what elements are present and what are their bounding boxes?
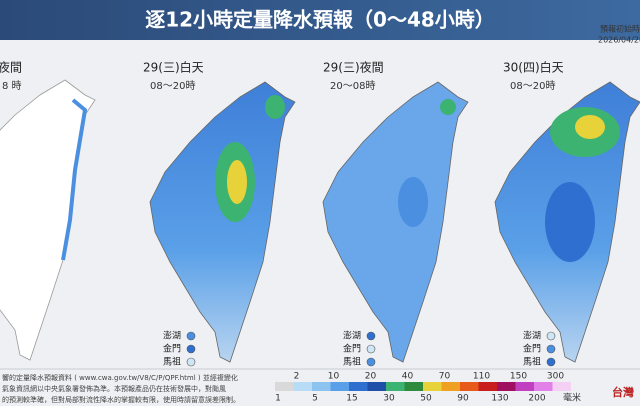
panel-period: 29(三)夜間 bbox=[323, 60, 384, 75]
disclaimer-line: 的預測較準確，但對局部對流性降水的掌握較有限，使用時請留意誤差限制。 bbox=[2, 395, 240, 404]
island-name: 金門 bbox=[163, 343, 181, 355]
disclaimer-line: 響的定量降水預報資料 ( www.cwa.gov.tw/V8/C/P/QPF.h… bbox=[2, 373, 238, 382]
scale-cell bbox=[404, 382, 423, 391]
panel-hours: 20～08時 bbox=[330, 80, 375, 92]
island-marker bbox=[186, 331, 196, 341]
scale-label: 1 bbox=[275, 394, 281, 404]
scale-label: 10 bbox=[328, 372, 340, 382]
scale-label: 40 bbox=[402, 372, 414, 382]
panel-hours: 08～20時 bbox=[510, 80, 555, 92]
scale-cell bbox=[386, 382, 405, 391]
panel-period: 30(四)白天 bbox=[503, 60, 564, 75]
island-marker bbox=[366, 357, 376, 367]
init-time: 2026/04/28 bbox=[598, 36, 640, 45]
scale-cell bbox=[478, 382, 497, 391]
scale-label: 20 bbox=[365, 372, 377, 382]
scale-cell bbox=[349, 382, 368, 391]
scale-label: 5 bbox=[312, 394, 318, 404]
scale-cell bbox=[497, 382, 516, 391]
title: 逐12小時定量降水預報（0～48小時） bbox=[145, 8, 495, 32]
map-panel-3 bbox=[322, 81, 469, 363]
scale-cell bbox=[534, 382, 553, 391]
island-name: 金門 bbox=[343, 343, 361, 355]
scale-label: 300 bbox=[547, 372, 564, 382]
scale-cell bbox=[275, 382, 294, 391]
scale-label: 50 bbox=[420, 394, 432, 404]
scale-cell bbox=[293, 382, 312, 391]
scale-cell bbox=[460, 382, 479, 391]
panel-hours: 08～20時 bbox=[150, 80, 195, 92]
island-name: 馬祖 bbox=[163, 356, 181, 368]
scale-label: 90 bbox=[457, 394, 469, 404]
scale-label: 30 bbox=[383, 394, 395, 404]
scale-cell bbox=[552, 382, 571, 391]
island-name: 金門 bbox=[523, 343, 541, 355]
island-name: 澎湖 bbox=[523, 330, 541, 342]
island-marker bbox=[186, 357, 196, 367]
scale-cell bbox=[367, 382, 386, 391]
scale-cell bbox=[330, 382, 349, 391]
island-marker bbox=[366, 331, 376, 341]
scale-label: 70 bbox=[439, 372, 451, 382]
logo: 台灣 bbox=[612, 385, 634, 399]
panel-labels: 29(三)白天08～20時澎湖金門馬祖29(三)夜間20～08時澎湖金門馬祖30… bbox=[143, 60, 564, 368]
island-marker bbox=[186, 344, 196, 354]
scale-label: 15 bbox=[346, 394, 357, 404]
island-marker bbox=[366, 344, 376, 354]
panel-period: 夜間 bbox=[0, 60, 22, 75]
island-name: 澎湖 bbox=[163, 330, 181, 342]
scale-cell bbox=[423, 382, 442, 391]
island-marker bbox=[546, 344, 556, 354]
scale-label: 130 bbox=[491, 394, 508, 404]
island-name: 馬祖 bbox=[343, 356, 361, 368]
init-label: 預報初始時 bbox=[600, 24, 640, 34]
scale-cell bbox=[441, 382, 460, 391]
scale-label: 2 bbox=[294, 372, 300, 382]
island-name: 馬祖 bbox=[523, 356, 541, 368]
panel-hours: 8 時 bbox=[2, 80, 22, 92]
map-panel-1 bbox=[0, 79, 96, 361]
color-scale: 1 2 5 10 15 20 30 40 50 70 90 110 130 150 200 300 bbox=[275, 372, 571, 404]
scale-label: 200 bbox=[528, 394, 545, 404]
scale-label: 150 bbox=[510, 372, 527, 382]
scale-label: 110 bbox=[473, 372, 490, 382]
map-panel-4 bbox=[494, 81, 640, 363]
header-bar bbox=[0, 0, 640, 40]
island-marker bbox=[546, 357, 556, 367]
island-marker bbox=[546, 331, 556, 341]
map-panel-2 bbox=[149, 81, 296, 363]
scale-cell bbox=[515, 382, 534, 391]
disclaimer-line: 氣象資訊網以中央氣象署發佈為準。本預報產品仍在技術發展中，對颱風 bbox=[2, 384, 226, 393]
scale-cell bbox=[312, 382, 331, 391]
panel-period: 29(三)白天 bbox=[143, 60, 204, 75]
island-name: 澎湖 bbox=[343, 330, 361, 342]
scale-unit: 毫米 bbox=[563, 392, 581, 404]
